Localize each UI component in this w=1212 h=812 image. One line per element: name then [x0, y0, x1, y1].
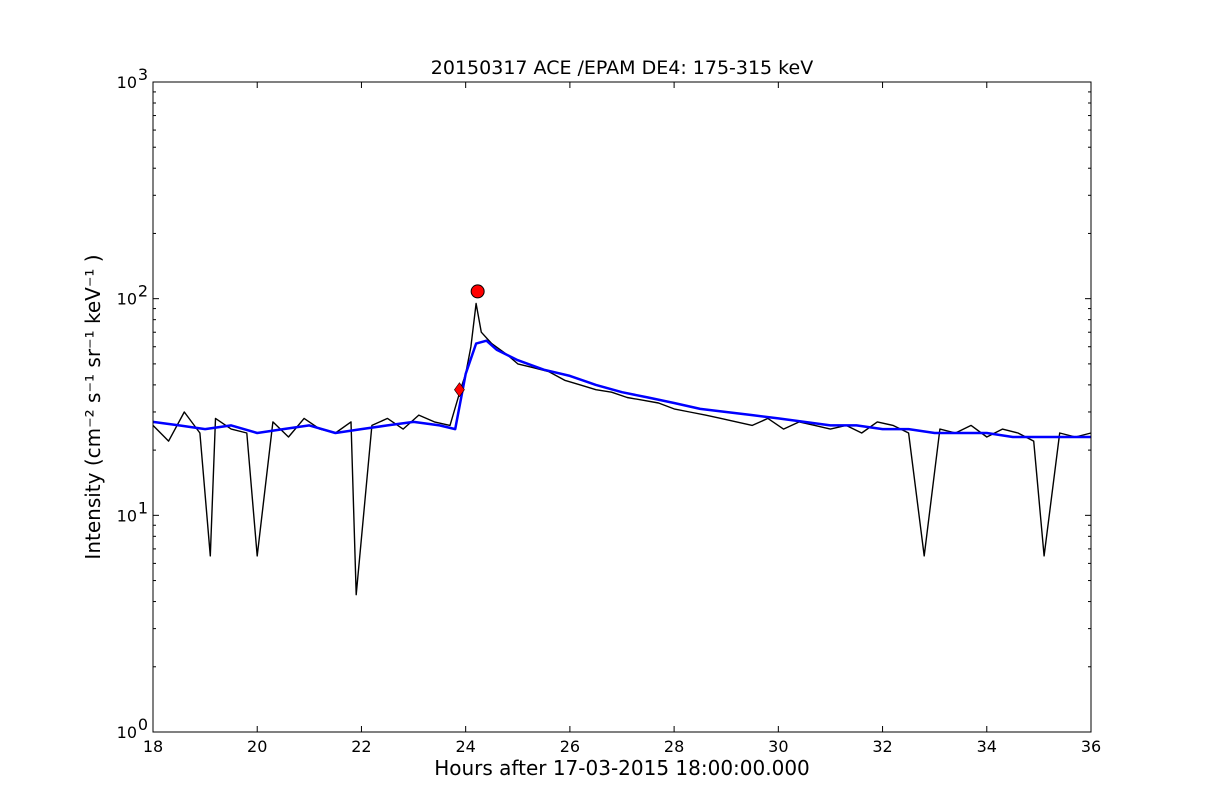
y-tick-exponent: 3	[138, 65, 148, 84]
x-tick-label: 32	[872, 737, 892, 756]
series-line-smoothed	[152, 339, 1091, 439]
x-tick-label: 18	[143, 737, 163, 756]
x-axis: 18 20 22 24 26 28 30 32 34 36	[143, 82, 1101, 756]
y-tick-label: 10	[117, 506, 137, 525]
x-tick-label: 22	[351, 737, 371, 756]
x-tick-label: 28	[664, 737, 684, 756]
onset-marker-diamond	[454, 382, 465, 398]
y-tick-label: 10	[117, 73, 137, 92]
y-tick-label: 10	[117, 290, 137, 309]
chart-title: 20150317 ACE /EPAM DE4: 175-315 keV	[431, 57, 813, 79]
x-tick-label: 20	[247, 737, 267, 756]
y-tick-label: 10	[117, 723, 137, 742]
y-tick-exponent: 1	[138, 498, 148, 517]
y-axis-label: Intensity (cm⁻² s⁻¹ sr⁻¹ keV⁻¹ )	[81, 254, 105, 559]
y-tick-exponent: 0	[138, 715, 148, 734]
x-axis-label: Hours after 17-03-2015 18:00:00.000	[434, 756, 810, 780]
x-tick-label: 34	[977, 737, 997, 756]
x-tick-label: 36	[1081, 737, 1101, 756]
plot-area	[152, 284, 1092, 596]
x-tick-label: 24	[455, 737, 475, 756]
x-tick-label: 26	[560, 737, 580, 756]
series-line-raw	[152, 302, 1092, 596]
y-tick-exponent: 2	[138, 282, 148, 301]
plot-frame	[152, 81, 1092, 733]
x-tick-label: 30	[768, 737, 788, 756]
peak-marker-circle	[470, 284, 485, 299]
